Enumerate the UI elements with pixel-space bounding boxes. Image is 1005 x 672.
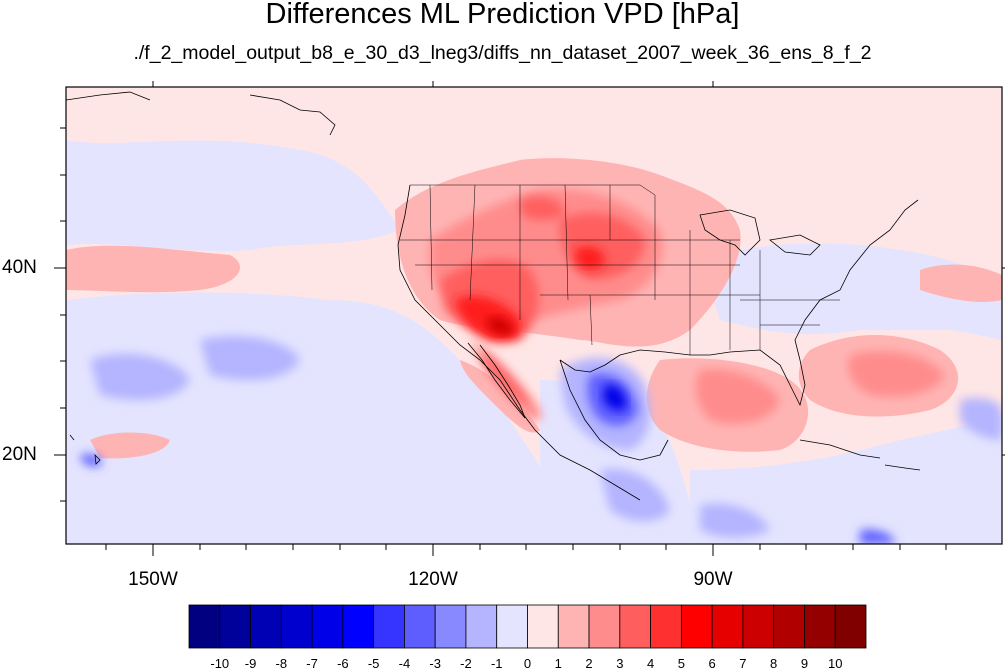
lon-label-90w: 90W	[693, 569, 733, 590]
lon-label-150w: 150W	[128, 569, 178, 590]
colorbar-box	[834, 604, 867, 649]
colorbar-tick-label: -4	[398, 656, 411, 671]
colorbar-box	[650, 604, 682, 649]
colorbar-tick-label: -8	[275, 656, 288, 671]
colorbar-tick-label: 4	[646, 656, 655, 671]
colorbar-box	[373, 604, 405, 649]
state-boundaries	[400, 184, 840, 355]
colorbar-tick-label: 0	[523, 656, 532, 671]
colorbar	[188, 604, 867, 649]
colorbar-tick-label: -9	[244, 656, 257, 671]
chart-title: Differences ML Prediction VPD [hPa]	[265, 0, 740, 30]
colorbar-tick-label: -2	[460, 656, 472, 671]
contour-field	[66, 140, 1002, 544]
colorbar-box	[804, 604, 836, 649]
colorbar-box	[311, 604, 344, 649]
axis-ticks	[54, 81, 1005, 556]
colorbar-tick-label: -3	[429, 656, 441, 671]
colorbar-box	[465, 604, 498, 649]
colorbar-tick-label: -6	[337, 656, 349, 671]
colorbar-tick-label: 1	[554, 656, 562, 671]
colorbar-box	[342, 604, 375, 649]
lat-label-20n: 20N	[2, 444, 37, 465]
colorbar-tick-label: 10	[827, 656, 843, 671]
colorbar-box	[680, 604, 713, 649]
colorbar-box	[280, 604, 313, 649]
contour-level-neg6	[603, 384, 627, 411]
colorbar-box	[219, 604, 251, 649]
colorbar-tick-label: 8	[770, 656, 778, 671]
colorbar-tick-label: -5	[367, 656, 380, 671]
colorbar-box	[711, 604, 744, 649]
colorbar-tick-label: -7	[306, 656, 318, 671]
colorbar-tick-label: 2	[585, 656, 593, 671]
colorbar-tick-label: 5	[677, 656, 685, 671]
colorbar-tick-label: 9	[800, 656, 809, 671]
colorbar-box	[773, 604, 805, 649]
colorbar-box	[527, 604, 559, 649]
colorbar-box	[557, 604, 590, 649]
colorbar-box	[742, 604, 775, 649]
lon-label-120w: 120W	[408, 569, 458, 590]
colorbar-box	[588, 604, 621, 649]
colorbar-box	[434, 604, 467, 649]
colorbar-box	[619, 604, 651, 649]
colorbar-tick-label: -1	[490, 656, 503, 671]
lat-label-40n: 40N	[2, 257, 37, 278]
colorbar-box	[188, 604, 221, 649]
colorbar-tick-label: 6	[708, 656, 716, 671]
colorbar-box	[496, 604, 528, 649]
colorbar-tick-label: 3	[616, 656, 624, 671]
contour-level-pos8	[488, 316, 514, 335]
colorbar-box	[404, 604, 436, 649]
colorbar-tick-label: 7	[739, 656, 747, 671]
chart-subtitle: ./f_2_model_output_b8_e_30_d3_lneg3/diff…	[133, 42, 872, 64]
coastlines	[65, 91, 921, 501]
colorbar-tick-label: -10	[210, 656, 230, 671]
colorbar-box	[250, 604, 282, 649]
